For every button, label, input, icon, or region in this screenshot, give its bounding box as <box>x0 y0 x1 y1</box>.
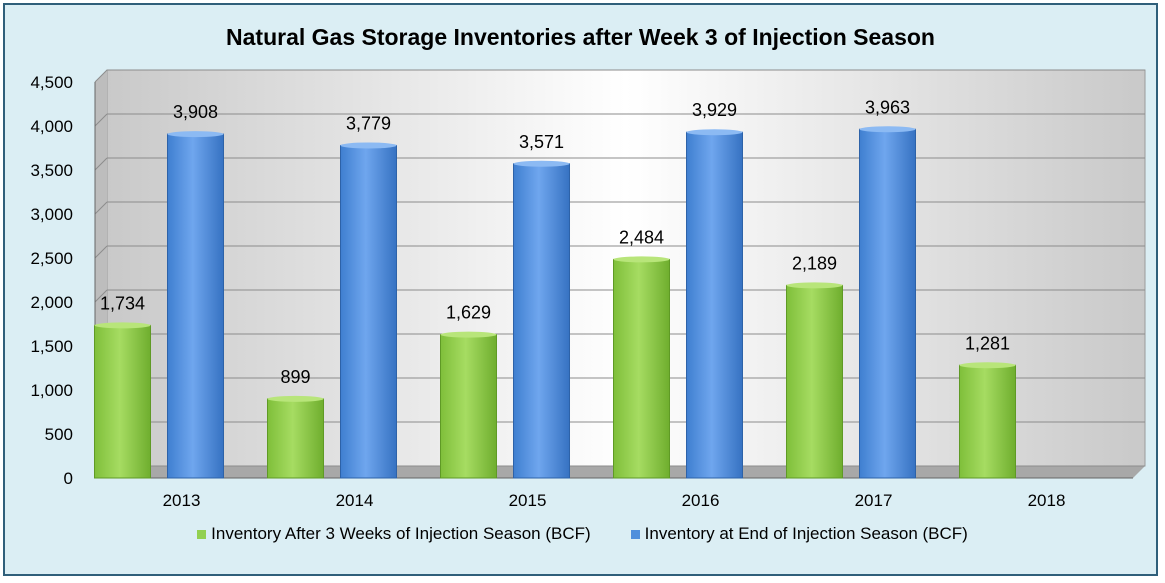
data-label: 2,484 <box>619 227 664 247</box>
x-tick-label: 2015 <box>509 491 547 510</box>
x-tick-label: 2013 <box>163 491 201 510</box>
bar-top <box>786 282 843 289</box>
bar-top <box>859 126 916 133</box>
y-tick-label: 500 <box>45 425 73 444</box>
data-label: 1,281 <box>965 333 1010 353</box>
bar-top <box>613 256 670 263</box>
data-label: 3,571 <box>519 132 564 152</box>
bar <box>440 334 497 479</box>
data-label: 3,929 <box>692 100 737 120</box>
legend-swatch-blue <box>630 529 640 539</box>
y-tick-label: 4,500 <box>30 73 73 92</box>
legend-item-end-of-season: Inventory at End of Injection Season (BC… <box>630 524 968 544</box>
y-tick-label: 0 <box>64 469 73 488</box>
bar-top <box>959 362 1016 369</box>
chart-title: Natural Gas Storage Inventories after We… <box>226 24 935 50</box>
bar-top <box>167 131 224 138</box>
y-tick-label: 3,000 <box>30 205 73 224</box>
gridline-diagonal <box>94 201 108 215</box>
bar <box>613 258 670 479</box>
x-tick-label: 2014 <box>336 491 374 510</box>
bar <box>786 284 843 479</box>
data-label: 899 <box>280 367 310 387</box>
data-label: 3,779 <box>346 113 391 133</box>
bar-top <box>340 142 397 149</box>
legend-label-after-3-weeks: Inventory After 3 Weeks of Injection Sea… <box>211 524 591 543</box>
legend-swatch-green <box>197 529 207 539</box>
gridline-diagonal <box>94 289 108 303</box>
x-tick-label: 2018 <box>1028 491 1066 510</box>
y-tick-label: 2,500 <box>30 249 73 268</box>
data-label: 1,734 <box>100 293 145 313</box>
y-tick-label: 2,000 <box>30 293 73 312</box>
y-tick-label: 3,500 <box>30 161 73 180</box>
y-tick-label: 4,000 <box>30 117 73 136</box>
bar-top <box>267 395 324 402</box>
x-tick-label: 2016 <box>682 491 720 510</box>
gridline-diagonal <box>94 245 108 259</box>
gridline-diagonal <box>94 69 108 83</box>
bar-top <box>686 129 743 136</box>
bar <box>267 398 324 479</box>
bar <box>94 324 151 479</box>
x-tick-label: 2017 <box>855 491 893 510</box>
data-label: 3,908 <box>173 102 218 122</box>
bar <box>686 131 743 479</box>
bar-top <box>440 331 497 338</box>
bar-top <box>513 160 570 167</box>
legend-item-after-3-weeks: Inventory After 3 Weeks of Injection Sea… <box>197 524 591 544</box>
gridline-diagonal <box>94 157 108 171</box>
bar <box>513 163 570 479</box>
data-label: 3,963 <box>865 97 910 117</box>
bar <box>959 364 1016 479</box>
y-tick-label: 1,500 <box>30 337 73 356</box>
bar <box>167 133 224 479</box>
y-tick-label: 1,000 <box>30 381 73 400</box>
legend-label-end-of-season: Inventory at End of Injection Season (BC… <box>644 524 968 543</box>
bar <box>859 128 916 479</box>
data-label: 1,629 <box>446 303 491 323</box>
bar-top <box>94 322 151 329</box>
legend: Inventory After 3 Weeks of Injection Sea… <box>0 524 1165 544</box>
bar <box>340 144 397 479</box>
gridline-diagonal <box>94 113 108 127</box>
data-label: 2,189 <box>792 253 837 273</box>
